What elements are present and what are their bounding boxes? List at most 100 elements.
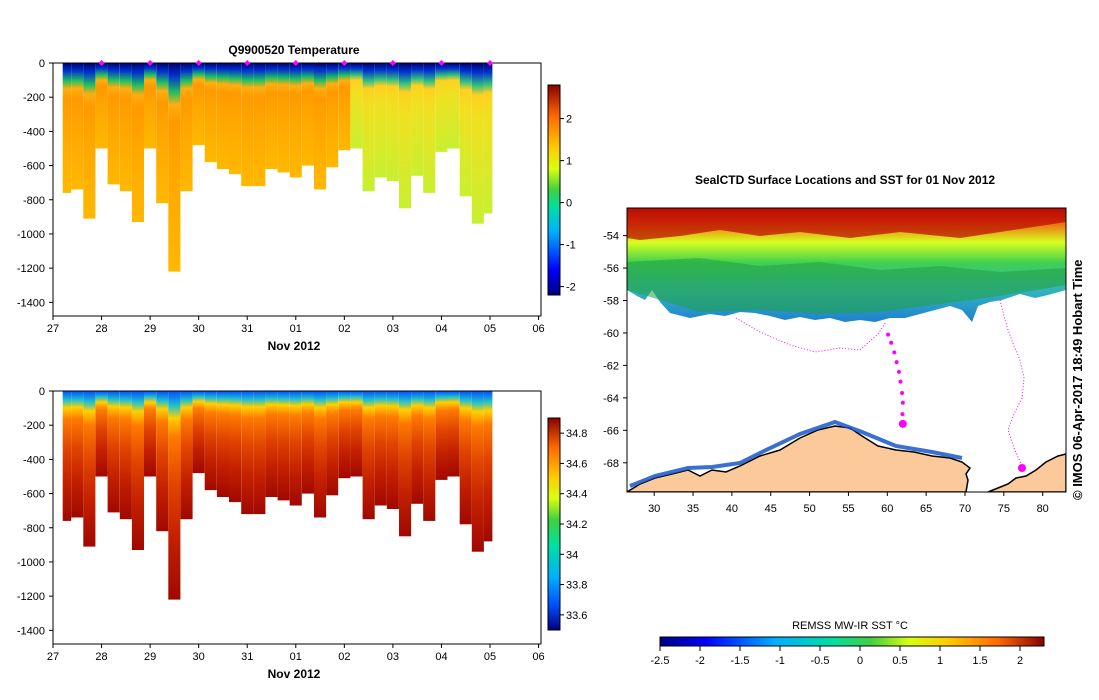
salinity-colorbar [547,417,561,631]
x-tick-label: 04 [435,323,447,335]
profile-column [411,63,424,176]
profile-column [62,391,72,521]
surface-marker [438,60,445,66]
y-tick-label: -200 [23,92,45,104]
y-tick-label: -200 [23,420,45,432]
profile-column [83,391,96,547]
surface-marker [195,60,202,66]
profile-column [71,391,84,518]
lon-tick-label: 80 [1037,503,1049,515]
profile-column [314,63,327,190]
profile-column [435,391,448,480]
y-tick-label: -400 [23,126,45,138]
surface-marker [487,60,494,66]
warm-band [627,208,1066,240]
track-position [898,379,903,384]
y-tick-label: -800 [23,523,45,535]
track-position [892,350,897,355]
profile-column [301,63,314,166]
lon-tick-label: 55 [842,503,854,515]
copyright-notice: © IMOS 06-Apr-2017 18:49 Hobart Time [1070,259,1085,500]
profile-column [83,63,96,219]
profile-column [350,63,363,149]
colorbar-tick-label: 34.4 [566,489,587,501]
lon-tick-label: 45 [765,503,777,515]
profile-column [95,391,108,477]
salinity-y-axis: 0 -200 -400 -600 -800 -1000 -1200 -1400 [17,386,53,637]
surface-marker [147,60,154,66]
sst-colorbar-tick-label: 1 [937,655,943,667]
colorbar-tick-label: 1 [566,156,572,168]
profile-column [314,391,327,518]
x-tick-label: 31 [241,651,253,663]
profile-column [301,391,314,494]
surface-marker [244,60,251,66]
salinity-panel: 0 -200 -400 -600 -800 -1000 -1200 -1400 27 28 29 3… [17,386,588,681]
coastal-ice [629,419,963,488]
x-tick-label: 28 [95,323,107,335]
lat-tick-label: -58 [603,296,619,308]
profile-column [386,63,399,181]
profile-column [253,63,266,187]
lat-tick-label: -54 [603,231,619,243]
x-tick-label: 03 [387,323,399,335]
profile-column [374,391,387,506]
profile-column [338,63,351,151]
y-tick-label: 0 [39,58,45,70]
profile-column [62,63,72,193]
profile-column [399,391,412,537]
profile-column [374,63,387,178]
y-tick-label: -600 [23,489,45,501]
x-tick-label: 05 [484,323,496,335]
colorbar-tick-label: 34.2 [566,519,587,531]
x-tick-label: 28 [95,651,107,663]
profile-column [216,63,229,169]
profile-column [362,391,375,520]
sst-colorbar-tick-label: 0.5 [892,655,907,667]
sst-colorbar-label: REMSS MW-IR SST °C [792,620,908,632]
salinity-profiles [62,391,493,600]
temperature-profiles [62,63,493,272]
colorbar-tick-label: 33.8 [566,580,587,592]
profile-column [423,63,436,193]
x-tick-label: 30 [193,323,205,335]
map-longitude-axis: 30 35 40 45 50 55 60 65 70 75 80 [648,492,1049,515]
float-track-west [735,317,887,353]
x-tick-label: 01 [290,323,302,335]
temperature-colorbar-ticks: 2 1 0 -1 -2 [560,114,576,294]
x-tick-label: 03 [387,651,399,663]
colorbar-tick-label: 33.6 [566,610,587,622]
track-position [900,400,905,405]
profile-column [350,391,363,477]
y-tick-label: -1000 [17,557,45,569]
sst-colorbar-tick-label: 2 [1017,655,1023,667]
profile-column [459,63,472,197]
profile-column [483,63,493,214]
y-tick-label: -600 [23,161,45,173]
profile-column [204,391,217,491]
temperature-y-axis: 0 -200 -400 -600 -800 -1000 -1200 -1400 [17,58,53,309]
temperature-colorbar [547,84,561,296]
x-tick-label: 27 [47,323,59,335]
x-tick-label: 31 [241,323,253,335]
sst-colorbar-tick-label: -2 [695,655,705,667]
salinity-colorbar-ticks: 34.8 34.6 34.4 34.2 34 33.8 33.6 [560,428,587,622]
profile-column [459,391,472,525]
x-tick-label: 29 [144,323,156,335]
profile-column [131,391,144,550]
track-position [889,340,894,345]
surface-marker [341,60,348,66]
profile-column [119,391,132,520]
profile-column [289,63,302,178]
lat-tick-label: -56 [603,263,619,275]
profile-column [144,63,157,149]
y-tick-label: -1400 [17,625,45,637]
profile-column [399,63,412,209]
profile-column [144,391,157,477]
surface-marker [292,60,299,66]
x-tick-label: 05 [484,651,496,663]
profile-column [119,63,132,192]
sst-colorbar-tick-label: -1.5 [731,655,750,667]
profile-column [71,63,84,190]
profile-column [156,391,169,532]
